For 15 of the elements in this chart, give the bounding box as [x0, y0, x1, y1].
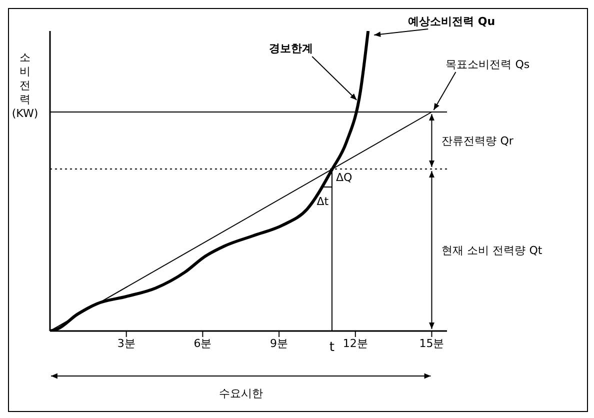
y-axis-title: 소비전력 (KW) [12, 51, 38, 120]
x-tick-label: 12분 [342, 336, 368, 350]
x-tick-label: 6분 [194, 336, 212, 350]
annotation: 잔류전력량 Qr [442, 134, 514, 148]
text: 예상소비전력 Qu [408, 15, 496, 28]
x-tick-label: 9분 [270, 336, 288, 350]
annotation: ΔQ [336, 171, 352, 184]
annotation: 현재 소비 전력량 Qt [442, 244, 543, 257]
x-tick-label: 15분 [419, 336, 444, 350]
x-tick-label: 3분 [117, 336, 136, 350]
text: 수요시한 [218, 387, 263, 400]
annotation: Δt [316, 195, 330, 208]
annotation: 경보한계 [268, 42, 313, 55]
ref-line-label: t [329, 340, 335, 355]
ref-line-label: 목표소비전력 Qs [446, 58, 530, 71]
